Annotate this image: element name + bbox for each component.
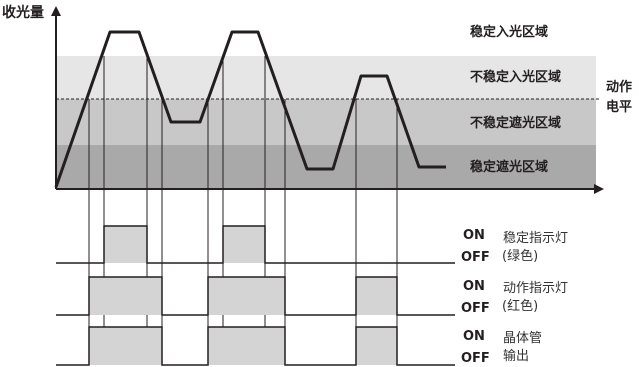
transistor-output-on-label: ON — [463, 329, 485, 344]
zone-label-stable-dark: 稳定遮光区域 — [470, 160, 549, 175]
transistor-output-pulse-1 — [89, 327, 162, 365]
stable-indicator-pulse-2 — [223, 226, 265, 263]
stable-indicator-color: (绿色) — [502, 249, 539, 264]
transistor-output-name: 晶体管 — [503, 331, 543, 346]
stable-indicator-off-label: OFF — [461, 250, 490, 265]
zone-label-unstable-dark: 不稳定遮光区域 — [470, 116, 562, 131]
transistor-output-pulse-2 — [208, 327, 285, 365]
action-level-label-line1: 动作 — [606, 80, 633, 95]
transistor-output-pulse-3 — [356, 327, 397, 365]
zone-label-unstable-light: 不稳定入光区域 — [470, 70, 562, 85]
action-indicator-pulse-1 — [89, 277, 162, 315]
zone-band-stable-dark — [56, 145, 596, 189]
action-indicator-on-label: ON — [463, 279, 485, 294]
stable-indicator-name: 稳定指示灯 — [503, 231, 569, 246]
light-waveform — [54, 30, 446, 188]
y-axis-label: 收光量 — [2, 5, 44, 21]
transistor-output-signal — [56, 326, 455, 366]
action-indicator-signal — [56, 276, 455, 316]
action-indicator-color: (红色) — [502, 299, 539, 314]
action-level-label-line2: 电平 — [606, 100, 633, 115]
transistor-output-name-line2: 输出 — [503, 349, 530, 364]
action-indicator-pulse-2 — [208, 277, 285, 315]
stable-indicator-signal — [56, 225, 455, 264]
zone-band-unstable-dark — [56, 99, 596, 145]
zone-label-stable-light: 稳定入光区域 — [470, 25, 549, 40]
action-indicator-off-label: OFF — [461, 301, 490, 316]
action-indicator-name: 动作指示灯 — [503, 281, 569, 296]
stable-indicator-pulse-1 — [104, 226, 147, 263]
transistor-output-off-label: OFF — [461, 351, 490, 366]
y-axis-arrow — [51, 6, 61, 16]
zone-band-unstable-light — [56, 56, 596, 99]
action-indicator-pulse-3 — [356, 277, 397, 315]
stable-indicator-on-label: ON — [463, 228, 485, 243]
x-axis-arrow — [594, 184, 604, 194]
